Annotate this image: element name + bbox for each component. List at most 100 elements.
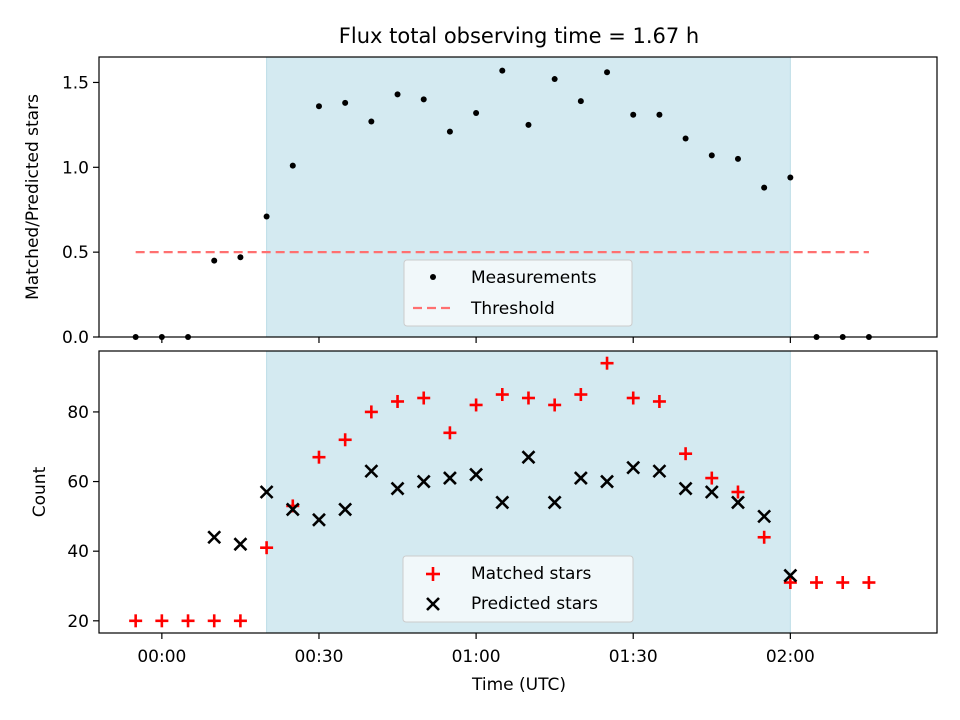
predicted-star-point: [312, 512, 326, 527]
measurement-point: [525, 121, 532, 128]
matched-star-point: [312, 450, 326, 464]
matched-star-point: [469, 398, 483, 412]
top-panel: 0.0 0.5 1.0 1.5 Matched/Predicted stars Mea…: [23, 56, 938, 348]
measurement-point: [342, 99, 349, 106]
predicted-star-point: [573, 471, 588, 485]
matched-star-point: [652, 394, 666, 408]
matched-star-point: [810, 576, 824, 590]
predicted-star-point: [757, 509, 772, 524]
matched-star-point: [705, 471, 719, 485]
legend-matched-label: Matched stars: [471, 564, 591, 584]
bottom-legend: Matched stars Predicted stars: [402, 555, 634, 623]
matched-star-point: [417, 391, 431, 405]
measurement-point: [211, 257, 218, 264]
top-ytick-label: 0.5: [62, 243, 89, 263]
legend-predicted-marker: [426, 597, 440, 611]
measurement-point: [734, 155, 741, 162]
legend-measurements-label: Measurements: [471, 268, 597, 288]
matched-star-point: [207, 614, 221, 628]
predicted-star-point: [207, 530, 222, 545]
matched-star-point: [679, 447, 693, 461]
predicted-star-point: [259, 485, 274, 499]
top-ytick-label: 1.5: [62, 73, 89, 93]
predicted-star-point: [233, 537, 248, 552]
xtick-label: 00:00: [137, 647, 186, 667]
matched-star-point: [233, 614, 247, 628]
predicted-star-point: [338, 502, 353, 517]
measurement-point: [656, 111, 663, 118]
legend-predicted-label: Predicted stars: [471, 594, 598, 614]
bot-ytick-label: 40: [67, 542, 89, 562]
matched-star-point: [548, 398, 562, 412]
predicted-star-point: [547, 495, 562, 510]
matched-star-point: [338, 433, 352, 447]
measurement-point: [630, 111, 637, 118]
legend-threshold-label: Threshold: [470, 299, 555, 319]
measurement-point: [577, 98, 584, 105]
predicted-star-point: [626, 460, 641, 475]
matched-star-point: [364, 405, 378, 419]
predicted-star-point: [652, 464, 667, 479]
measurement-point: [761, 184, 768, 191]
xtick-label: 01:30: [609, 647, 658, 667]
predicted-star-point: [495, 495, 510, 510]
measurement-point: [289, 162, 296, 169]
bottom-panel-frame: [98, 350, 938, 634]
predicted-star-point: [678, 481, 693, 496]
matched-star-point: [731, 485, 745, 499]
measurement-point: [237, 254, 244, 261]
top-ytick-label: 0.0: [62, 328, 89, 348]
matched-star-point: [574, 388, 588, 402]
legend-measurements-marker: [430, 274, 436, 280]
xtick-label: 02:00: [766, 647, 815, 667]
bottom-legend-box: [402, 555, 634, 623]
measurement-point: [708, 152, 715, 159]
measurement-point: [499, 67, 506, 74]
matched-star-point: [129, 614, 143, 628]
measurement-point: [787, 174, 794, 181]
matched-star-point: [155, 614, 169, 628]
predicted-star-point: [442, 471, 457, 485]
xtick-label: 01:00: [452, 647, 501, 667]
matched-star-point: [521, 391, 535, 405]
measurement-point: [394, 91, 401, 98]
predicted-star-point: [285, 502, 300, 517]
legend-matched-marker: [426, 567, 440, 581]
predicted-star-point: [469, 467, 484, 482]
predicted-star-point: [783, 568, 798, 583]
figure-title: Flux total observing time = 1.67 h: [339, 24, 699, 48]
measurement-point: [263, 213, 270, 220]
top-legend-box: [403, 259, 633, 327]
matched-star-point: [495, 388, 509, 402]
top-legend: Measurements Threshold: [403, 259, 633, 327]
predicted-star-point: [364, 464, 379, 479]
predicted-star-point: [521, 450, 536, 465]
top-ylabel: Matched/Predicted stars: [23, 94, 43, 300]
matched-star-point: [757, 530, 771, 544]
matched-star-point: [181, 614, 195, 628]
predicted-star-point: [731, 495, 745, 510]
measurement-point: [315, 103, 322, 110]
top-panel-frame: [98, 56, 938, 338]
matched-star-point: [626, 391, 640, 405]
bot-ytick-label: 60: [67, 473, 89, 493]
top-ytick-label: 1.0: [62, 158, 89, 178]
matched-star-point: [783, 576, 797, 590]
measurement-point: [473, 110, 480, 116]
predicted-star-point: [600, 474, 614, 489]
xtick-label: 00:30: [294, 647, 343, 667]
matched-star-point: [836, 576, 850, 590]
bottom-ylabel: Count: [30, 466, 50, 517]
measurement-point: [420, 96, 427, 103]
measurement-point: [682, 135, 689, 142]
x-axis-label: Time (UTC): [471, 675, 566, 695]
bot-ytick-label: 80: [67, 403, 89, 423]
matched-star-point: [600, 356, 614, 370]
predicted-star-point: [390, 481, 405, 496]
measurement-point: [604, 69, 611, 76]
matched-star-point: [862, 576, 876, 590]
matched-star-point: [391, 394, 405, 408]
bot-ytick-label: 20: [67, 612, 89, 632]
